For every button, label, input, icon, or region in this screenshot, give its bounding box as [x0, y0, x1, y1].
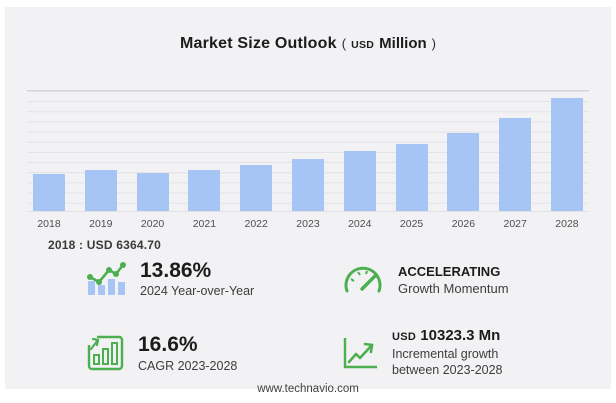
- title-unit: Million: [379, 35, 427, 52]
- stat-incremental-value: USD 10323.3 Mn: [392, 327, 503, 345]
- stat-yoy-caption: 2024 Year-over-Year: [140, 284, 255, 299]
- stat-yoy-value: 13.86%: [140, 259, 212, 282]
- stat-incremental-amount: 10323.3 Mn: [420, 327, 501, 344]
- bar-2027: [499, 118, 532, 211]
- stat-cagr: 16.6% CAGR 2023-2028: [85, 333, 237, 373]
- title-paren-open: (: [341, 36, 347, 51]
- x-axis-label-2018: 2018: [37, 218, 61, 230]
- bar-2022: [240, 164, 273, 211]
- rising-arrow-chart-icon: [341, 335, 379, 371]
- stat-incremental-caption: Incremental growth between 2023-2028: [392, 347, 503, 378]
- stat-incremental-currency: USD: [392, 331, 417, 343]
- base-year-annotation: 2018 : USD 6364.70: [48, 238, 162, 252]
- x-axis-label-2024: 2024: [348, 218, 372, 230]
- bar-2025: [395, 143, 428, 211]
- title-paren-close: ): [431, 36, 436, 51]
- title-text: Market Size Outlook: [180, 35, 337, 52]
- bar-2026: [447, 133, 480, 211]
- bar-2019: [84, 170, 117, 211]
- bar-line-chart-icon: [85, 260, 127, 298]
- x-axis-label-2020: 2020: [140, 218, 165, 230]
- title-currency: USD: [351, 39, 375, 51]
- stat-yoy-text: 13.86% 2024 Year-over-Year: [140, 259, 254, 298]
- stat-momentum-subtitle: Growth Momentum: [398, 280, 509, 296]
- footer-link[interactable]: www.technavio.com: [257, 383, 359, 395]
- x-axis-label-2025: 2025: [399, 218, 424, 230]
- bar-2024: [343, 151, 376, 211]
- x-axis-label-2027: 2027: [503, 218, 527, 230]
- x-axis-label-2028: 2028: [555, 218, 579, 230]
- page-title: Market Size Outlook ( USD Million ): [5, 35, 611, 53]
- stat-cagr-value: 16.6%: [138, 333, 198, 357]
- bar-2021: [188, 169, 221, 211]
- infographic-card: Market Size Outlook ( USD Million ) 2018…: [5, 7, 611, 389]
- x-axis-labels: 2018 2019 2020 2021 2022 2023 2024 2025 2026 2027…: [27, 218, 589, 230]
- stat-momentum-text: ACCELERATING Growth Momentum: [398, 264, 509, 296]
- x-axis-label-2021: 2021: [192, 218, 217, 230]
- bar-2020: [136, 172, 169, 211]
- bar-2028: [550, 98, 583, 211]
- bar-2018: [33, 173, 65, 211]
- boxed-bar-growth-icon: [85, 333, 125, 373]
- stat-incremental-caption-line1: Incremental growth: [392, 347, 499, 361]
- stat-incremental-text: USD 10323.3 Mn Incremental growth betwee…: [392, 327, 503, 378]
- stat-incremental: USD 10323.3 Mn Incremental growth betwee…: [341, 327, 503, 378]
- stat-yoy: 13.86% 2024 Year-over-Year: [85, 259, 254, 298]
- stat-incremental-caption-line2: between 2023-2028: [392, 362, 503, 377]
- x-axis-label-2019: 2019: [89, 218, 113, 230]
- stat-cagr-caption: CAGR 2023-2028: [138, 358, 238, 373]
- bar-2023: [291, 158, 324, 211]
- x-axis-label-2022: 2022: [244, 218, 268, 230]
- speedometer-icon: [341, 263, 385, 297]
- bars-container: [27, 91, 589, 211]
- x-axis-label-2023: 2023: [296, 218, 320, 230]
- bar-chart-plot: [27, 90, 589, 212]
- stat-momentum-title: ACCELERATING: [398, 264, 501, 280]
- x-axis-label-2026: 2026: [451, 218, 476, 230]
- stat-momentum: ACCELERATING Growth Momentum: [341, 263, 509, 297]
- stat-cagr-text: 16.6% CAGR 2023-2028: [138, 333, 237, 372]
